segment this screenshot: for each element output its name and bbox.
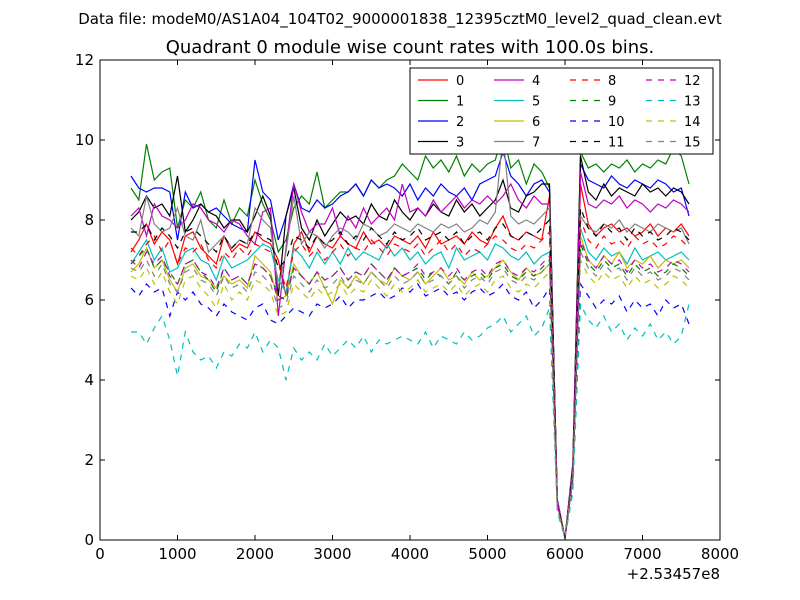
legend-label-15: 15 [684,136,701,151]
legend-label-9: 9 [608,95,616,110]
chart-title: Quadrant 0 module wise count rates with … [166,37,655,58]
legend-label-10: 10 [608,115,625,130]
legend-label-4: 4 [532,74,540,89]
x-tick-label: 8000 [701,545,739,563]
x-tick-label: 7000 [623,545,661,563]
legend-label-12: 12 [684,74,701,89]
y-tick-label: 10 [75,131,94,149]
legend-label-13: 13 [684,95,701,110]
legend-label-3: 3 [456,136,464,151]
legend-label-2: 2 [456,115,464,130]
series-line-10 [130,282,690,539]
suptitle: Data file: modeM0/AS1A04_104T02_90000018… [78,10,722,29]
y-tick-label: 4 [84,371,94,389]
y-tick-label: 6 [84,291,94,309]
series-line-3 [130,155,690,539]
series-line-7 [130,135,690,539]
series-line-5 [130,227,690,539]
series-line-14 [130,259,690,539]
series-line-4 [130,171,690,539]
legend-label-7: 7 [532,136,540,151]
x-tick-label: 4000 [391,545,429,563]
legend-label-6: 6 [532,115,540,130]
x-axis: 0 1000 2000 3000 4000 5000 6000 7000 8000 [95,60,739,563]
y-tick-label: 0 [84,531,94,549]
x-tick-label: 1000 [158,545,196,563]
series-line-12 [130,239,690,539]
legend-label-11: 11 [608,136,625,151]
series-line-15 [130,251,690,539]
legend-label-14: 14 [684,115,701,130]
y-tick-label: 2 [84,451,94,469]
series-line-1 [130,131,690,539]
series-line-8 [130,219,690,539]
y-tick-label: 8 [84,211,94,229]
legend-label-8: 8 [608,74,616,89]
legend-label-1: 1 [456,95,464,110]
series-layer [130,131,690,539]
legend-box [409,67,714,155]
x-tick-label: 2000 [236,545,274,563]
x-tick-label: 6000 [546,545,584,563]
series-line-11 [131,207,690,539]
series-line-2 [130,150,690,539]
legend-label-5: 5 [532,95,540,110]
x-tick-label: 0 [95,545,105,563]
series-line-13 [131,303,690,539]
y-tick-label: 12 [75,51,94,69]
x-tick-label: 5000 [468,545,506,563]
x-offset-label: +2.53457e8 [627,565,720,583]
x-tick-label: 3000 [313,545,351,563]
legend-label-0: 0 [456,74,464,89]
